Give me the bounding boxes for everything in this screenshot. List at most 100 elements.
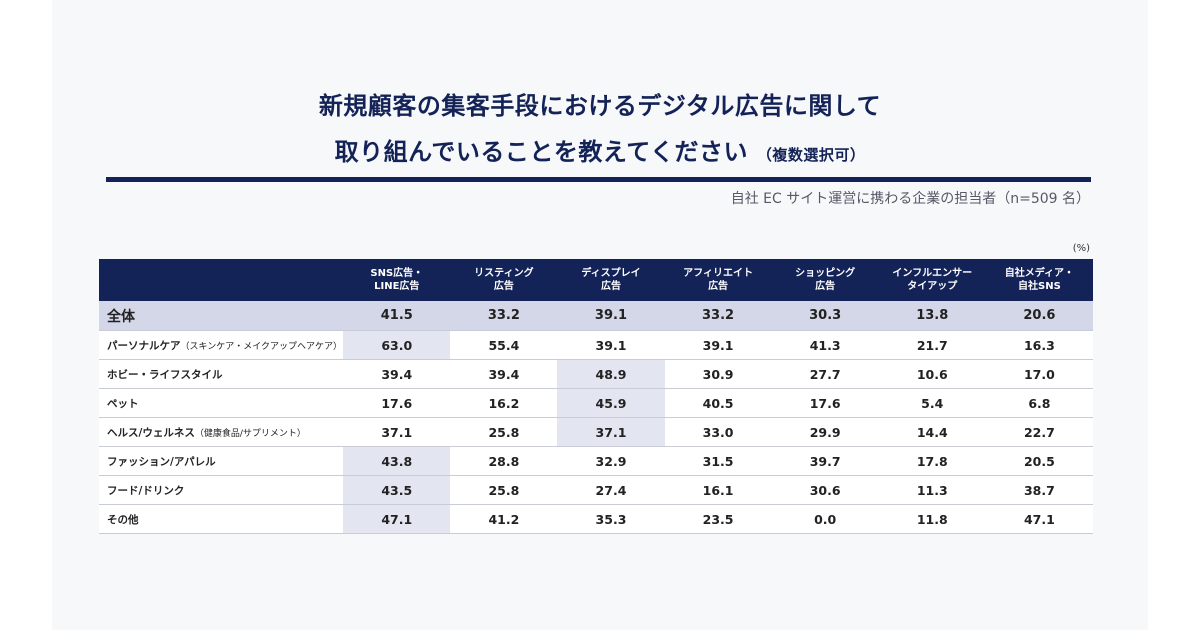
value-cell: 17.6: [343, 388, 451, 418]
value-cell: 29.9: [771, 417, 879, 447]
row-label-text: ホビー・ライフスタイル: [107, 368, 223, 381]
value-cell: 14.4: [878, 417, 986, 447]
value-cell: 33.0: [664, 417, 772, 447]
value-cell: 17.8: [878, 446, 986, 476]
row-label-text: 全体: [107, 308, 135, 325]
value-cell: 35.3: [557, 504, 665, 534]
value-cell: 55.4: [450, 330, 558, 360]
row-label: ファッション/アパレル: [99, 446, 344, 476]
value-cell: 30.6: [771, 475, 879, 505]
row-label: ホビー・ライフスタイル: [99, 359, 344, 389]
value-cell: 45.9: [557, 388, 665, 418]
value-cell: 37.1: [557, 417, 665, 447]
column-header: リスティング 広告: [450, 259, 558, 301]
value-cell: 30.9: [664, 359, 772, 389]
row-label: パーソナルケア（スキンケア・メイクアップヘアケア）: [99, 330, 344, 360]
chart-title-note: （複数選択可）: [756, 146, 866, 164]
table-row: ペット 17.6 16.2 45.9 40.5 17.6 5.4 6.8: [99, 388, 1093, 418]
value-cell: 33.2: [664, 301, 772, 331]
value-cell: 11.3: [878, 475, 986, 505]
value-cell: 40.5: [664, 388, 772, 418]
value-cell: 11.8: [878, 504, 986, 534]
chart-title-line2: 取り組んでいることを教えてください （複数選択可）: [0, 132, 1200, 167]
row-label: その他: [99, 504, 344, 534]
value-cell: 25.8: [450, 417, 558, 447]
row-label: ヘルス/ウェルネス（健康食品/サプリメント）: [99, 417, 344, 447]
value-cell: 27.4: [557, 475, 665, 505]
table-row: その他 47.1 41.2 35.3 23.5 0.0 11.8 47.1: [99, 504, 1093, 534]
value-cell: 17.0: [985, 359, 1093, 389]
value-cell: 30.3: [771, 301, 879, 331]
chart-title-line2-text: 取り組んでいることを教えてください: [334, 138, 748, 166]
overall-row: 全体 41.5 33.2 39.1 33.2 30.3 13.8 20.6: [99, 301, 1093, 331]
value-cell: 25.8: [450, 475, 558, 505]
row-label-note: （スキンケア・メイクアップヘアケア）: [180, 341, 343, 352]
column-header: ショッピング 広告: [771, 259, 879, 301]
value-cell: 32.9: [557, 446, 665, 476]
column-header: アフィリエイト 広告: [664, 259, 772, 301]
value-cell: 16.3: [985, 330, 1093, 360]
column-header: ディスプレイ 広告: [557, 259, 665, 301]
value-cell: 47.1: [343, 504, 451, 534]
chart-title-line1: 新規顧客の集客手段におけるデジタル広告に関して: [318, 92, 882, 120]
value-cell: 39.7: [771, 446, 879, 476]
value-cell: 39.4: [450, 359, 558, 389]
results-table: SNS広告・ LINE広告 リスティング 広告 ディスプレイ 広告 アフィリエイト 広…: [99, 259, 1093, 534]
row-label-text: ヘルス/ウェルネス: [107, 426, 195, 439]
title-divider: [106, 177, 1091, 182]
value-cell: 6.8: [985, 388, 1093, 418]
row-label-text: パーソナルケア: [107, 339, 181, 352]
value-cell: 39.1: [557, 301, 665, 331]
row-label: フード/ドリンク: [99, 475, 344, 505]
corner-header: [99, 259, 344, 301]
value-cell: 47.1: [985, 504, 1093, 534]
value-cell: 43.5: [343, 475, 451, 505]
value-cell: 16.2: [450, 388, 558, 418]
value-cell: 21.7: [878, 330, 986, 360]
value-cell: 31.5: [664, 446, 772, 476]
column-header: 自社メディア・ 自社SNS: [985, 259, 1093, 301]
value-cell: 20.6: [985, 301, 1093, 331]
row-label-text: フード/ドリンク: [107, 484, 185, 497]
table-header-row: SNS広告・ LINE広告 リスティング 広告 ディスプレイ 広告 アフィリエイト 広…: [99, 259, 1093, 301]
value-cell: 28.8: [450, 446, 558, 476]
value-cell: 5.4: [878, 388, 986, 418]
row-label: ペット: [99, 388, 344, 418]
value-cell: 16.1: [664, 475, 772, 505]
survey-subject: 自社 EC サイト運営に携わる企業の担当者（n=509 名）: [730, 191, 1090, 207]
value-cell: 38.7: [985, 475, 1093, 505]
value-cell: 41.2: [450, 504, 558, 534]
value-cell: 20.5: [985, 446, 1093, 476]
value-cell: 37.1: [343, 417, 451, 447]
value-cell: 41.3: [771, 330, 879, 360]
row-label-text: ファッション/アパレル: [107, 455, 216, 468]
value-cell: 13.8: [878, 301, 986, 331]
table-row: ファッション/アパレル 43.8 28.8 32.9 31.5 39.7 17.8 20.5: [99, 446, 1093, 476]
table-row: ホビー・ライフスタイル 39.4 39.4 48.9 30.9 27.7 10.6 17.0: [99, 359, 1093, 389]
value-cell: 10.6: [878, 359, 986, 389]
value-cell: 33.2: [450, 301, 558, 331]
value-cell: 39.1: [664, 330, 772, 360]
table-row: パーソナルケア（スキンケア・メイクアップヘアケア） 63.0 55.4 39.1 39.…: [99, 330, 1093, 360]
value-cell: 41.5: [343, 301, 451, 331]
column-header: SNS広告・ LINE広告: [343, 259, 451, 301]
column-header: インフルエンサー タイアップ: [878, 259, 986, 301]
row-label-text: その他: [107, 513, 139, 526]
value-cell: 43.8: [343, 446, 451, 476]
row-label-note: （健康食品/サプリメント）: [194, 428, 306, 439]
value-cell: 63.0: [343, 330, 451, 360]
value-cell: 48.9: [557, 359, 665, 389]
value-cell: 27.7: [771, 359, 879, 389]
table-body: 全体 41.5 33.2 39.1 33.2 30.3 13.8 20.6 パーソナルケア（スキ…: [99, 301, 1093, 534]
value-cell: 23.5: [664, 504, 772, 534]
value-cell: 39.1: [557, 330, 665, 360]
table-row: ヘルス/ウェルネス（健康食品/サプリメント） 37.1 25.8 37.1 33.0 29…: [99, 417, 1093, 447]
value-cell: 0.0: [771, 504, 879, 534]
row-label: 全体: [99, 301, 344, 331]
value-cell: 39.4: [343, 359, 451, 389]
unit-label: (%): [1072, 243, 1090, 254]
value-cell: 17.6: [771, 388, 879, 418]
value-cell: 22.7: [985, 417, 1093, 447]
row-label-text: ペット: [107, 397, 139, 410]
table-row: フード/ドリンク 43.5 25.8 27.4 16.1 30.6 11.3 38.7: [99, 475, 1093, 505]
